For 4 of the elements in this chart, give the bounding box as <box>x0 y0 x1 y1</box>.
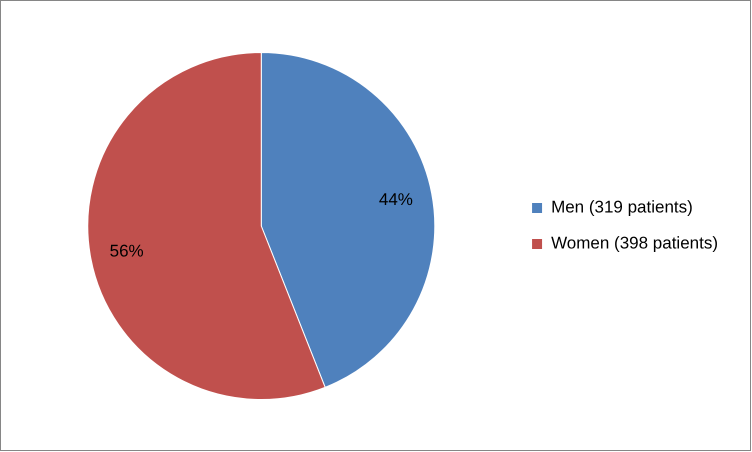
legend-label: Men (319 patients) <box>551 198 693 217</box>
data-label: 44% <box>378 190 413 210</box>
legend-label: Women (398 patients) <box>551 234 718 253</box>
data-label: 56% <box>110 241 144 260</box>
